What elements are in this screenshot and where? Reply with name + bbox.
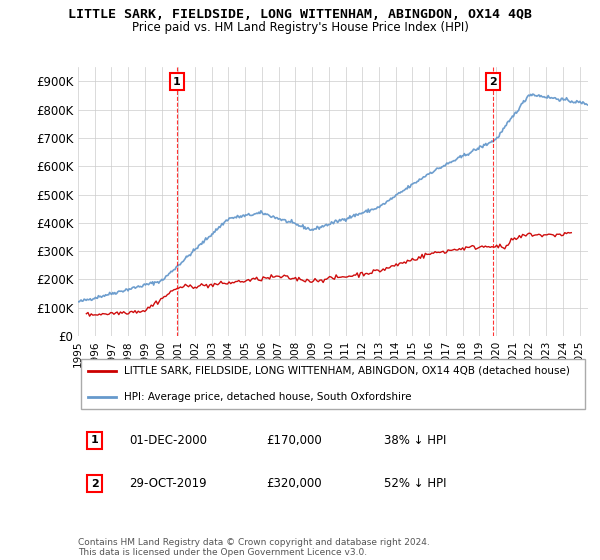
Text: 1: 1	[173, 77, 181, 87]
Text: 38% ↓ HPI: 38% ↓ HPI	[384, 434, 446, 447]
Text: 01-DEC-2000: 01-DEC-2000	[129, 434, 207, 447]
Text: 1: 1	[91, 435, 98, 445]
Text: HPI: Average price, detached house, South Oxfordshire: HPI: Average price, detached house, Sout…	[124, 393, 412, 402]
Text: £170,000: £170,000	[266, 434, 322, 447]
Text: Contains HM Land Registry data © Crown copyright and database right 2024.
This d: Contains HM Land Registry data © Crown c…	[78, 538, 430, 557]
Text: LITTLE SARK, FIELDSIDE, LONG WITTENHAM, ABINGDON, OX14 4QB: LITTLE SARK, FIELDSIDE, LONG WITTENHAM, …	[68, 8, 532, 21]
Text: Price paid vs. HM Land Registry's House Price Index (HPI): Price paid vs. HM Land Registry's House …	[131, 21, 469, 34]
Text: 29-OCT-2019: 29-OCT-2019	[129, 477, 206, 490]
Text: 2: 2	[490, 77, 497, 87]
Text: 52% ↓ HPI: 52% ↓ HPI	[384, 477, 446, 490]
FancyBboxPatch shape	[80, 360, 586, 409]
Text: £320,000: £320,000	[266, 477, 322, 490]
Text: 2: 2	[91, 479, 98, 489]
Text: LITTLE SARK, FIELDSIDE, LONG WITTENHAM, ABINGDON, OX14 4QB (detached house): LITTLE SARK, FIELDSIDE, LONG WITTENHAM, …	[124, 366, 570, 376]
